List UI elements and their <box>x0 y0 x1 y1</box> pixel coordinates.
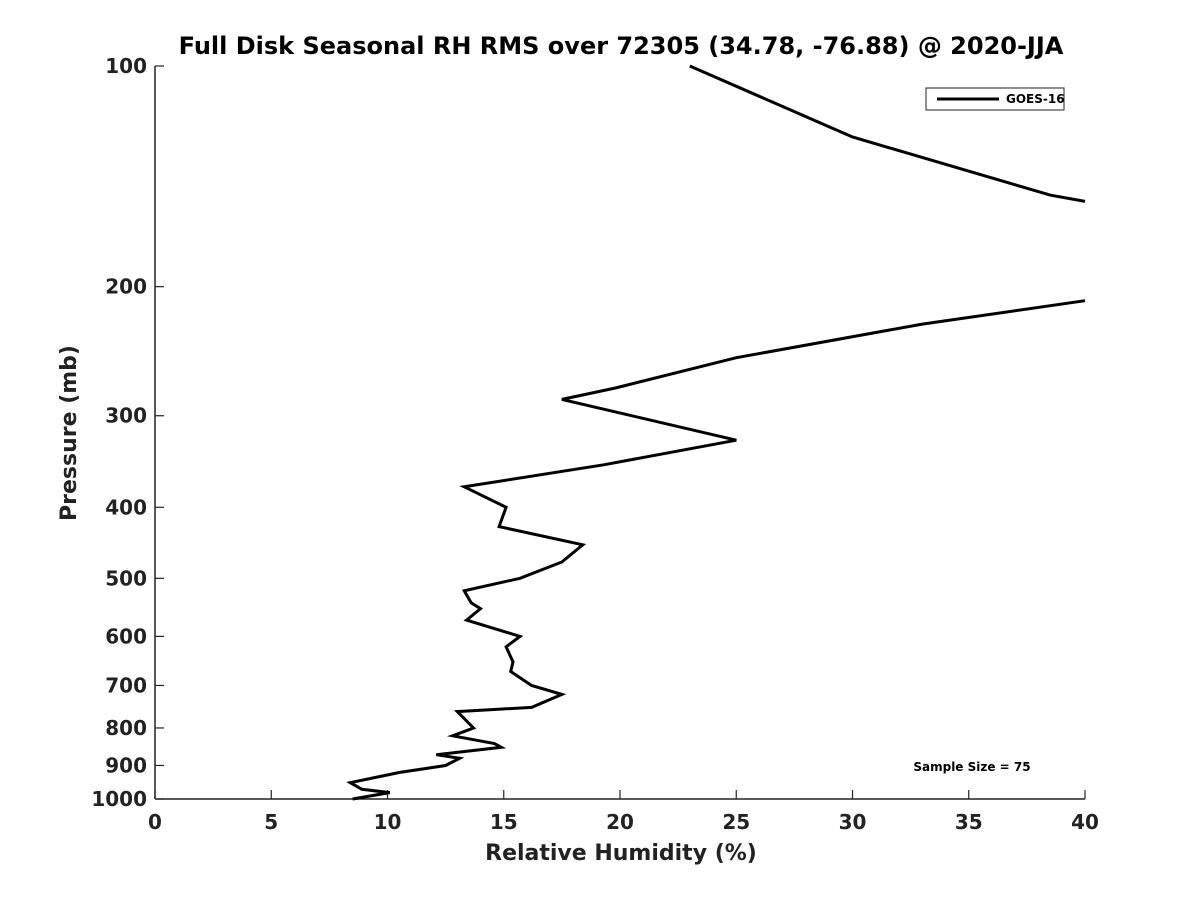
y-axis-ticks: 100 200 300 400 500 600 700 800 900 1000 <box>91 54 164 811</box>
x-axis-ticks: 0 5 10 15 20 25 30 35 40 <box>148 790 1099 834</box>
y-tick-label: 900 <box>105 753 147 777</box>
x-tick-label: 25 <box>722 810 750 834</box>
sample-size-annotation: Sample Size = 75 <box>913 760 1030 774</box>
series-layer <box>346 64 1086 801</box>
legend-label-goes16: GOES-16 <box>1006 92 1065 106</box>
x-axis-label: Relative Humidity (%) <box>485 841 757 866</box>
series-line-goes16-segment-2 <box>346 299 1086 801</box>
y-tick-label: 600 <box>105 624 147 648</box>
x-tick-label: 0 <box>148 810 162 834</box>
chart-title: Full Disk Seasonal RH RMS over 72305 (34… <box>179 32 1064 60</box>
y-tick-label: 400 <box>105 495 147 519</box>
y-tick-label: 1000 <box>91 787 147 811</box>
x-tick-label: 35 <box>955 810 983 834</box>
x-tick-label: 30 <box>839 810 867 834</box>
y-tick-label: 100 <box>105 54 147 78</box>
x-tick-label: 40 <box>1071 810 1099 834</box>
y-tick-label: 800 <box>105 716 147 740</box>
x-tick-label: 20 <box>606 810 634 834</box>
y-axis-label: Pressure (mb) <box>57 345 82 521</box>
series-line-goes16-segment-1 <box>689 64 1086 203</box>
y-tick-label: 700 <box>105 673 147 697</box>
legend: GOES-16 <box>925 87 1065 111</box>
y-tick-label: 300 <box>105 404 147 428</box>
y-tick-label: 500 <box>105 566 147 590</box>
x-tick-label: 5 <box>264 810 278 834</box>
x-tick-label: 15 <box>490 810 518 834</box>
y-tick-label: 200 <box>105 275 147 299</box>
x-tick-label: 10 <box>374 810 402 834</box>
plot-area <box>154 66 1085 800</box>
